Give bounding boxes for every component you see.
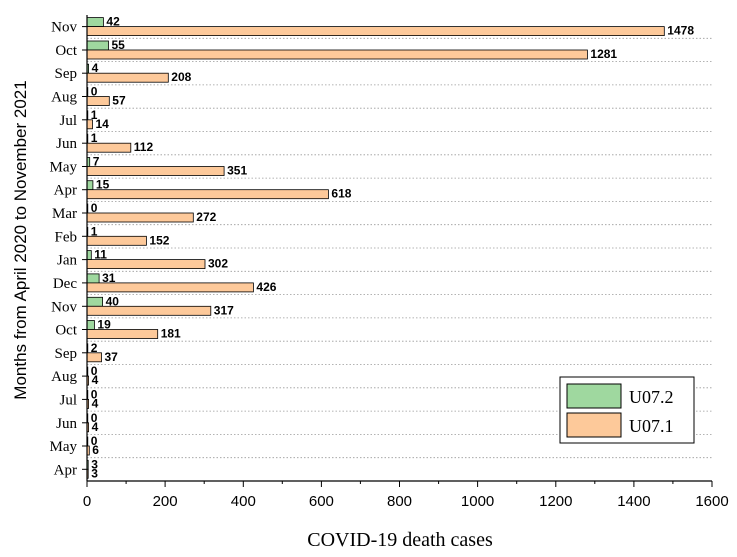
y-tick-label: Aug (51, 369, 77, 385)
data-label: 0 (91, 201, 98, 215)
data-label: 55 (112, 38, 126, 52)
x-tick-label: 1200 (539, 493, 572, 510)
bar-u07-1 (86, 49, 588, 60)
data-label: 4 (92, 396, 99, 410)
x-tick-label: 1400 (617, 493, 650, 510)
data-label: 272 (196, 210, 216, 224)
x-tick-label: 200 (153, 493, 178, 510)
data-label: 0 (91, 411, 98, 425)
bar-u07-2 (86, 40, 109, 51)
y-tick-label: Aug (51, 90, 77, 106)
data-label: 6 (92, 443, 99, 457)
data-label: 14 (96, 117, 110, 131)
y-tick-label: Oct (55, 43, 77, 59)
legend-swatch-u07-2 (566, 383, 622, 409)
bar-u07-2 (86, 250, 92, 261)
y-tick-label: Sep (55, 66, 78, 82)
data-label: 1281 (590, 47, 617, 61)
y-tick-label: Jun (56, 416, 77, 432)
bar-u07-2 (86, 273, 100, 284)
y-tick-label: Dec (53, 276, 77, 292)
x-tick-label: 800 (387, 493, 412, 510)
data-label: 351 (227, 164, 247, 178)
data-label: 4 (92, 61, 99, 75)
data-label: 2 (91, 341, 98, 355)
data-label: 57 (112, 94, 126, 108)
data-label: 0 (91, 387, 98, 401)
data-label: 1 (91, 108, 98, 122)
y-tick-label: Jul (59, 113, 77, 129)
data-label: 181 (161, 327, 181, 341)
y-tick-label: Sep (55, 346, 78, 362)
data-label: 3 (91, 457, 98, 471)
data-label: 11 (94, 248, 107, 262)
x-tick-label: 1000 (461, 493, 494, 510)
y-tick-label: Oct (55, 323, 77, 339)
y-tick-label: Apr (54, 183, 77, 199)
data-label: 0 (91, 364, 98, 378)
axes: Apr May Jun Jul Aug Sep Oct Nov Dec Jan Feb Mar Apr M… (50, 15, 729, 510)
y-tick-label: Jul (59, 392, 77, 408)
bar-u07-2 (86, 17, 104, 28)
x-tick-label: 0 (83, 493, 91, 510)
bar-u07-1 (86, 212, 194, 223)
data-label: 112 (134, 140, 154, 154)
y-tick-label: Feb (55, 229, 78, 245)
data-label: 317 (214, 303, 234, 317)
bar-u07-2 (86, 320, 95, 330)
bar-u07-2 (86, 296, 104, 307)
legend-swatch-u07-1 (566, 412, 622, 438)
y-tick-label: Jun (56, 136, 77, 152)
data-label: 1 (91, 131, 98, 145)
y-tick-label: May (50, 439, 78, 455)
data-label: 37 (105, 350, 119, 364)
x-tick-label: 600 (309, 493, 334, 510)
data-label: 302 (208, 257, 228, 271)
data-label: 208 (171, 70, 191, 84)
legend-label-u07-2: U07.2 (629, 387, 674, 407)
data-label: 40 (106, 294, 120, 308)
x-tick-label: 1600 (695, 493, 728, 510)
data-label: 618 (331, 187, 351, 201)
data-label: 152 (149, 233, 169, 247)
y-tick-label: Nov (51, 299, 77, 315)
data-label: 15 (96, 178, 110, 192)
y-tick-label: Apr (54, 462, 77, 478)
data-label: 0 (91, 85, 98, 99)
data-label: 19 (97, 318, 111, 332)
bar-u07-1 (86, 72, 169, 83)
x-tick-label: 400 (231, 493, 256, 510)
data-label: 1478 (667, 24, 694, 38)
data-label: 4 (92, 420, 99, 434)
y-tick-label: May (50, 160, 78, 176)
bar-u07-1 (86, 189, 329, 200)
y-tick-label: Mar (52, 206, 77, 222)
bar-u07-1 (86, 166, 225, 176)
bar-u07-1 (86, 26, 665, 37)
data-label: 1 (91, 224, 98, 238)
y-axis-title: Months from April 2020 to November 2021 (11, 80, 30, 399)
data-label: 7 (93, 155, 100, 169)
grid-lines (87, 37, 712, 482)
data-label: 0 (91, 434, 98, 448)
data-label: 4 (92, 373, 99, 387)
data-label: 31 (102, 271, 116, 285)
y-tick-label: Nov (51, 20, 77, 36)
legend: U07.2 U07.1 (559, 376, 695, 444)
x-axis-title: COVID-19 death cases (307, 529, 493, 551)
y-tick-label: Jan (57, 253, 77, 269)
data-label: 42 (106, 15, 120, 29)
data-label: 426 (256, 280, 276, 294)
data-labels: 3306040404237191814031731426113021152027… (91, 15, 695, 481)
data-label: 3 (91, 466, 98, 480)
legend-label-u07-1: U07.1 (629, 416, 674, 436)
bar-u07-2 (86, 180, 94, 191)
